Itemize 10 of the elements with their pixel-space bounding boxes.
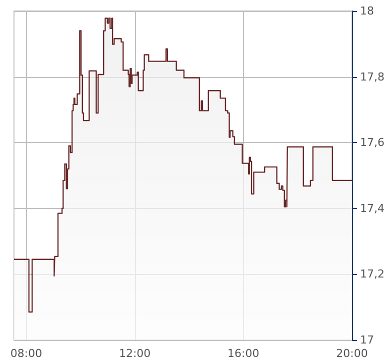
y-tick-label: 17,8 (360, 70, 384, 84)
y-tick-label: 17,4 (360, 202, 384, 215)
y-tick-label: 17 (360, 334, 374, 346)
x-tick-label: 12:00 (118, 347, 151, 360)
x-tick-label: 20:00 (336, 347, 368, 360)
y-tick-label: 17,6 (360, 136, 384, 150)
y-tick-label: 18 (360, 4, 374, 18)
x-tick-label: 16:00 (228, 347, 260, 360)
x-tick-label: 08:00 (10, 347, 42, 360)
y-tick-label: 17,2 (360, 268, 384, 281)
